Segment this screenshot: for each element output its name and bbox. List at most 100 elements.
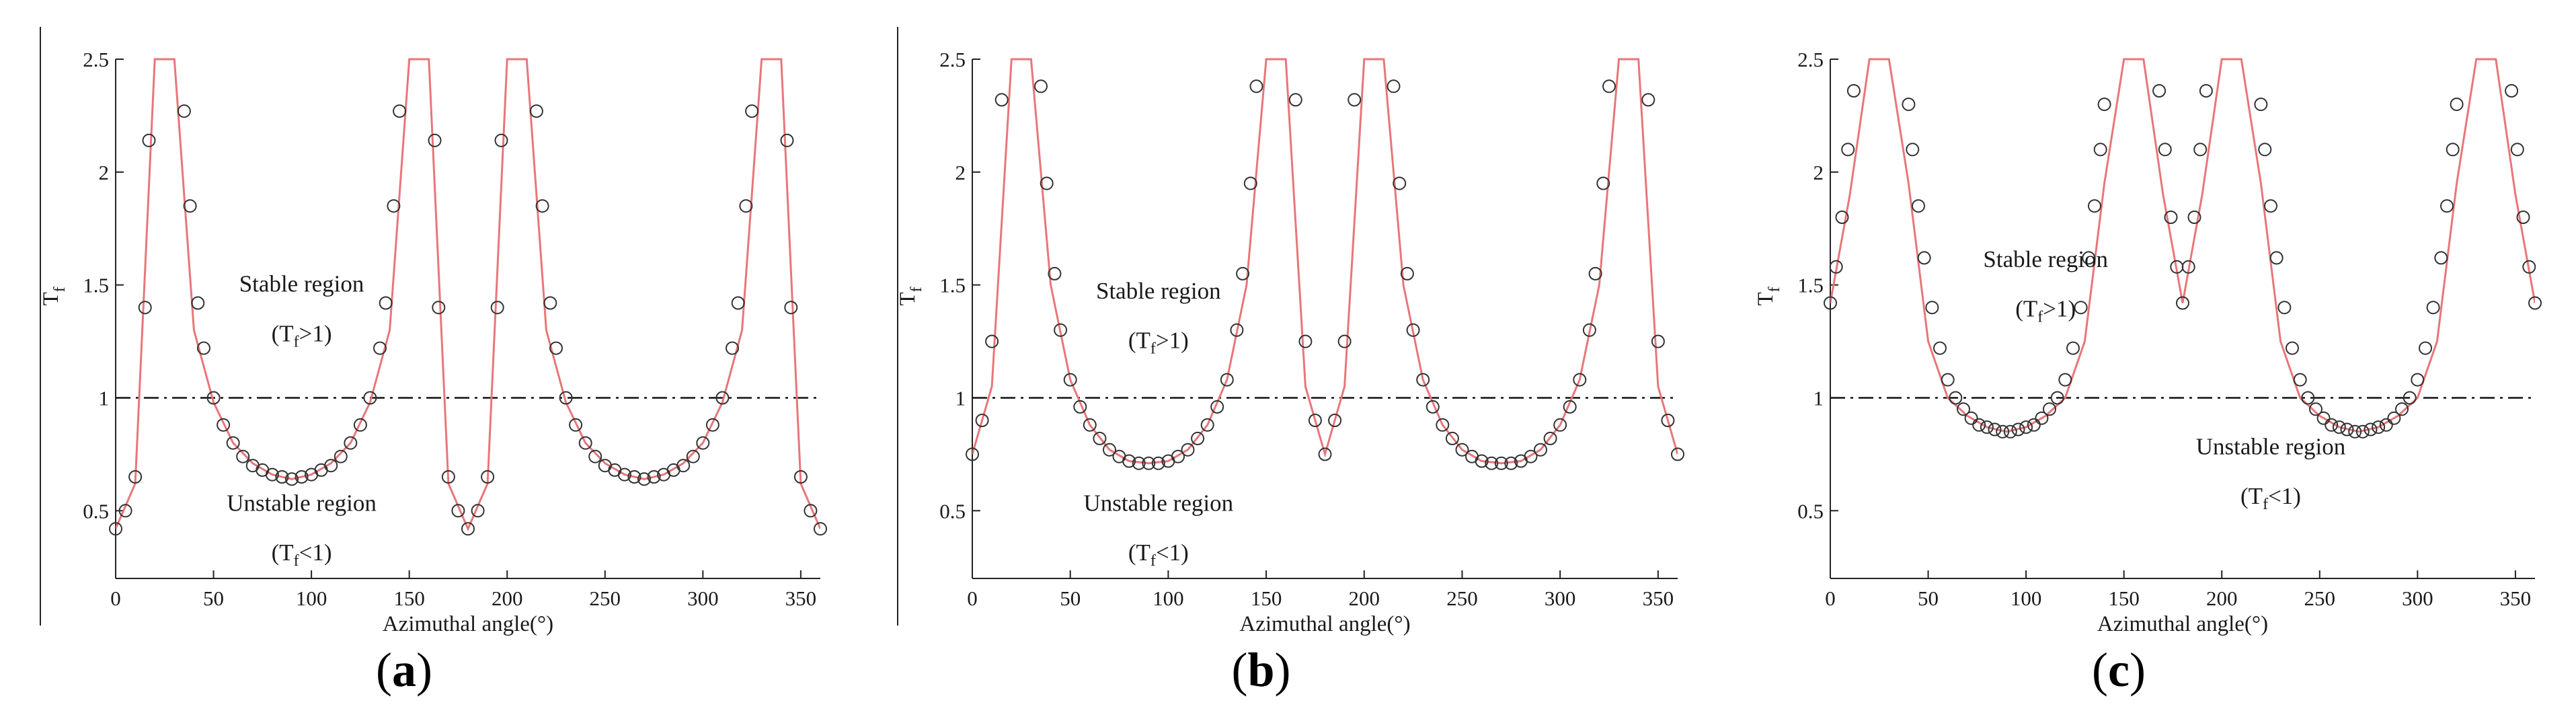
x-tick-label: 250 <box>1446 587 1478 610</box>
y-tick-label: 1.5 <box>939 274 966 297</box>
data-point <box>2003 424 2017 439</box>
condition-prefix: (T <box>272 321 294 347</box>
data-point <box>1504 456 1518 470</box>
series-curve <box>972 58 1678 465</box>
x-tick-label: 350 <box>785 587 817 610</box>
data-point <box>2254 98 2268 112</box>
y-axis-label-main: T <box>39 292 63 305</box>
data-point <box>1426 400 1440 414</box>
data-point <box>731 296 745 310</box>
data-point <box>481 470 495 484</box>
data-point <box>1906 143 1920 157</box>
data-point <box>393 104 407 118</box>
data-point <box>543 296 557 310</box>
stable-region-condition: (Tf>1) <box>2015 296 2076 326</box>
data-point <box>2097 98 2111 112</box>
data-point <box>726 341 739 355</box>
data-point <box>1829 260 1843 274</box>
data-point <box>2164 211 2178 224</box>
data-point <box>1941 373 1955 387</box>
condition-subscript: f <box>2263 496 2268 513</box>
data-point <box>1073 400 1087 414</box>
y-tick-label: 1 <box>99 386 110 410</box>
data-point <box>1249 79 1263 93</box>
x-tick-label: 0 <box>110 587 121 610</box>
data-point <box>2181 260 2195 274</box>
data-point <box>451 504 465 518</box>
subfigure-label: (b) <box>1231 643 1290 697</box>
condition-subscript: f <box>294 334 299 351</box>
data-point <box>1083 418 1097 432</box>
condition-suffix: >1) <box>2043 296 2076 322</box>
data-point <box>696 436 710 450</box>
data-point <box>2258 143 2272 157</box>
data-point <box>2426 301 2440 315</box>
x-tick-label: 350 <box>1643 587 1674 610</box>
data-point <box>285 472 299 486</box>
y-axis-label-sub: f <box>1766 287 1783 292</box>
data-point <box>1964 411 1978 425</box>
data-point <box>295 470 309 484</box>
data-point <box>2325 418 2339 432</box>
data-point <box>275 470 289 484</box>
data-point <box>373 341 387 355</box>
data-point <box>2058 373 2072 387</box>
data-point <box>784 301 798 315</box>
data-point <box>1387 79 1401 93</box>
data-point <box>2199 84 2213 98</box>
x-tick-label: 150 <box>393 587 425 610</box>
data-point <box>142 133 156 147</box>
data-point <box>975 414 989 427</box>
data-point <box>1436 418 1450 432</box>
condition-subscript: f <box>1150 340 1156 358</box>
condition-prefix: (T <box>2015 296 2037 322</box>
y-tick-label: 2 <box>1813 161 1824 184</box>
condition-prefix: (T <box>1128 539 1150 566</box>
data-point <box>128 470 143 484</box>
data-point <box>2301 391 2315 405</box>
x-tick-label: 200 <box>2206 587 2238 610</box>
condition-suffix: <1) <box>2268 483 2301 509</box>
data-point <box>1093 431 1107 445</box>
unstable-region-condition: (Tf<1) <box>2240 483 2301 513</box>
data-point <box>1588 266 1602 280</box>
data-point <box>1288 93 1302 107</box>
y-axis-label-sub: f <box>908 287 925 292</box>
data-point <box>1661 414 1675 427</box>
data-point <box>236 449 250 463</box>
data-point <box>217 418 231 432</box>
data-point <box>2516 211 2530 224</box>
stable-region-label: Stable region <box>1096 278 1221 304</box>
data-point <box>1455 443 1469 457</box>
data-point <box>1400 266 1414 280</box>
x-tick-label: 200 <box>1349 587 1380 610</box>
condition-subscript: f <box>1150 552 1156 570</box>
data-point <box>2446 143 2460 157</box>
unstable-region-condition: (Tf<1) <box>272 539 332 570</box>
data-point <box>2286 341 2299 355</box>
subfigure-letter: b <box>1247 643 1274 697</box>
y-tick-label: 2.5 <box>83 48 109 71</box>
data-point <box>1846 84 1861 98</box>
x-tick-label: 0 <box>967 587 978 610</box>
subfigure-letter: a <box>392 643 416 697</box>
data-point <box>2088 199 2101 213</box>
data-point <box>1151 456 1165 470</box>
data-point <box>1181 443 1195 457</box>
data-point <box>705 418 719 432</box>
x-axis-label: Azimuthal angle(°) <box>2097 612 2268 636</box>
data-point <box>2264 199 2277 213</box>
data-point <box>1553 418 1567 432</box>
unstable-region-condition: (Tf<1) <box>1128 539 1189 570</box>
y-axis-label: Tf <box>39 287 69 305</box>
data-point <box>1122 454 1136 468</box>
data-point <box>1602 79 1616 93</box>
data-point <box>1543 431 1557 445</box>
data-point <box>1582 323 1596 337</box>
data-point <box>387 199 401 213</box>
data-point <box>1917 251 1931 265</box>
stable-region-label: Stable region <box>239 271 364 297</box>
data-point <box>1298 334 1313 348</box>
data-point <box>1475 454 1489 468</box>
data-point <box>1054 323 1068 337</box>
